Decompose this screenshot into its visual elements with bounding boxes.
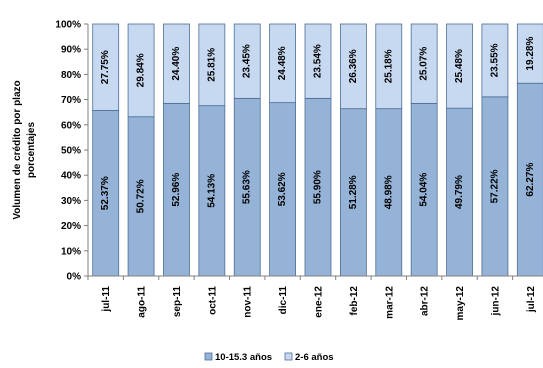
x-tick-label: ago-11 (137, 286, 148, 318)
y-axis-ticks: 0% 10% 20% 30% 40% 50% 60% 70% 80% 90% 100% (55, 20, 88, 283)
data-label-2-6-anos: 29.84% (136, 53, 147, 87)
bar-segment-2-6-anos (304, 23, 332, 99)
y-tick-label: 0% (67, 272, 82, 283)
y-axis-title-line: porcentajes (26, 121, 37, 178)
y-tick-label: 90% (61, 45, 81, 56)
data-label-2-6-anos: 23.45% (242, 44, 253, 78)
data-label-10-15-anos: 54.04% (419, 173, 430, 207)
data-label-10-15-anos: 50.72% (136, 179, 147, 213)
bar-segment-2-6-anos (339, 23, 367, 110)
data-label-10-15-anos: 54.13% (206, 174, 217, 208)
bar-segment-2-6-anos (446, 23, 473, 109)
x-tick-label: oct-11 (207, 286, 218, 315)
bar-segment-10-15-anos (446, 107, 473, 277)
y-tick-label: 100% (55, 20, 81, 31)
x-axis-ticks: jul-11 ago-11 sep-11 oct-11 nov-11 dic-11 ene-… (87, 276, 537, 321)
data-label-10-15-anos: 55.63% (242, 170, 253, 204)
bar-segment-10-15-anos (339, 108, 367, 277)
data-label-10-15-anos: 49.79% (454, 175, 465, 209)
legend: 10-15.3 años 2-6 años (204, 352, 334, 363)
bars: 52.37% 27.75% 50.72% 29.84% 52.96% 24.40% 54.1… (92, 23, 543, 277)
data-label-10-15-anos: 51.28% (348, 175, 359, 209)
data-label-2-6-anos: 25.81% (206, 48, 217, 82)
y-tick-label: 70% (61, 95, 81, 106)
y-tick-label: 50% (61, 146, 81, 157)
data-label-10-15-anos: 48.98% (383, 175, 394, 209)
axes (87, 24, 543, 277)
data-label-2-6-anos: 24.48% (277, 46, 288, 80)
bar-segment-10-15-anos (481, 96, 509, 277)
data-label-2-6-anos: 25.18% (383, 49, 394, 83)
y-tick-label: 80% (61, 70, 81, 81)
bar-segment-10-15-anos (233, 97, 261, 277)
x-tick-label: sep-11 (172, 286, 183, 318)
bar-segment-2-6-anos (481, 23, 509, 98)
data-label-2-6-anos: 19.28% (525, 37, 536, 71)
y-tick-label: 20% (61, 221, 81, 232)
y-tick-label: 10% (61, 246, 81, 257)
x-tick-label: may-12 (455, 286, 466, 321)
y-axis-title-line: Volumen de crédito por plazo (12, 80, 23, 219)
y-tick-label: 40% (61, 171, 81, 182)
x-tick-label: dic-11 (278, 286, 289, 315)
x-tick-label: jun-12 (490, 286, 501, 317)
data-label-2-6-anos: 25.07% (419, 47, 430, 81)
bar-segment-2-6-anos (127, 23, 155, 118)
data-label-2-6-anos: 26.36% (348, 49, 359, 83)
bar-segment-2-6-anos (410, 23, 438, 104)
bar-segment-10-15-anos (127, 116, 155, 277)
data-label-10-15-anos: 62.27% (525, 163, 536, 197)
bar-segment-10-15-anos (410, 102, 438, 277)
data-label-10-15-anos: 52.37% (100, 176, 111, 210)
x-tick-label: jul-12 (526, 286, 537, 314)
y-tick-label: 60% (61, 120, 81, 131)
bar-segment-2-6-anos (198, 23, 226, 107)
data-label-2-6-anos: 24.40% (171, 47, 182, 81)
x-tick-label: nov-11 (243, 286, 254, 318)
data-label-2-6-anos: 27.75% (100, 50, 111, 84)
bar-segment-10-15-anos (269, 102, 297, 277)
x-tick-label: mar-12 (384, 286, 395, 319)
legend-item-10-15-anos: 10-15.3 años (215, 352, 272, 363)
legend-swatch (284, 352, 293, 361)
bar-segment-10-15-anos (92, 110, 120, 277)
data-label-2-6-anos: 23.55% (489, 43, 500, 77)
x-tick-label: feb-12 (349, 286, 360, 316)
data-label-10-15-anos: 52.96% (171, 173, 182, 207)
x-tick-label: ene-12 (314, 286, 325, 318)
data-label-2-6-anos: 23.54% (313, 44, 324, 78)
bar-segment-2-6-anos (516, 23, 543, 84)
bar-segment-10-15-anos (516, 82, 543, 277)
bar-segment-10-15-anos (304, 97, 332, 277)
bar-segment-10-15-anos (163, 102, 190, 277)
y-axis-title: Volumen de crédito por plazo porcentajes (12, 80, 37, 219)
x-tick-label: abr-12 (420, 286, 431, 316)
data-label-2-6-anos: 25.48% (454, 49, 465, 83)
bar-segment-2-6-anos (92, 23, 120, 111)
data-label-10-15-anos: 53.62% (277, 172, 288, 206)
legend-item-2-6-anos: 2-6 años (295, 352, 334, 363)
bar-segment-2-6-anos (375, 23, 403, 110)
y-tick-label: 30% (61, 196, 81, 207)
bar-segment-2-6-anos (233, 23, 261, 99)
legend-swatch (204, 352, 213, 361)
data-label-10-15-anos: 55.90% (313, 170, 324, 204)
bar-segment-2-6-anos (269, 23, 297, 104)
data-label-10-15-anos: 57.22% (489, 169, 500, 203)
x-tick-label: jul-11 (101, 286, 112, 313)
bar-segment-2-6-anos (163, 23, 190, 104)
